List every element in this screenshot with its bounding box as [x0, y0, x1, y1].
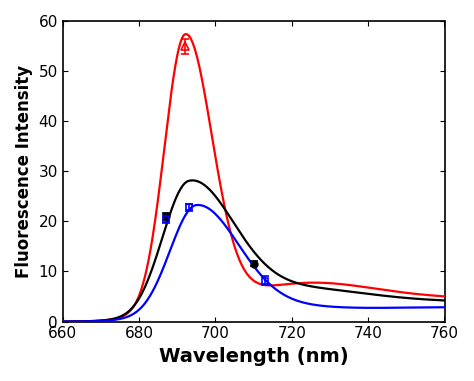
- Y-axis label: Fluorescence Intensity: Fluorescence Intensity: [15, 65, 33, 278]
- X-axis label: Wavelength (nm): Wavelength (nm): [159, 347, 348, 366]
